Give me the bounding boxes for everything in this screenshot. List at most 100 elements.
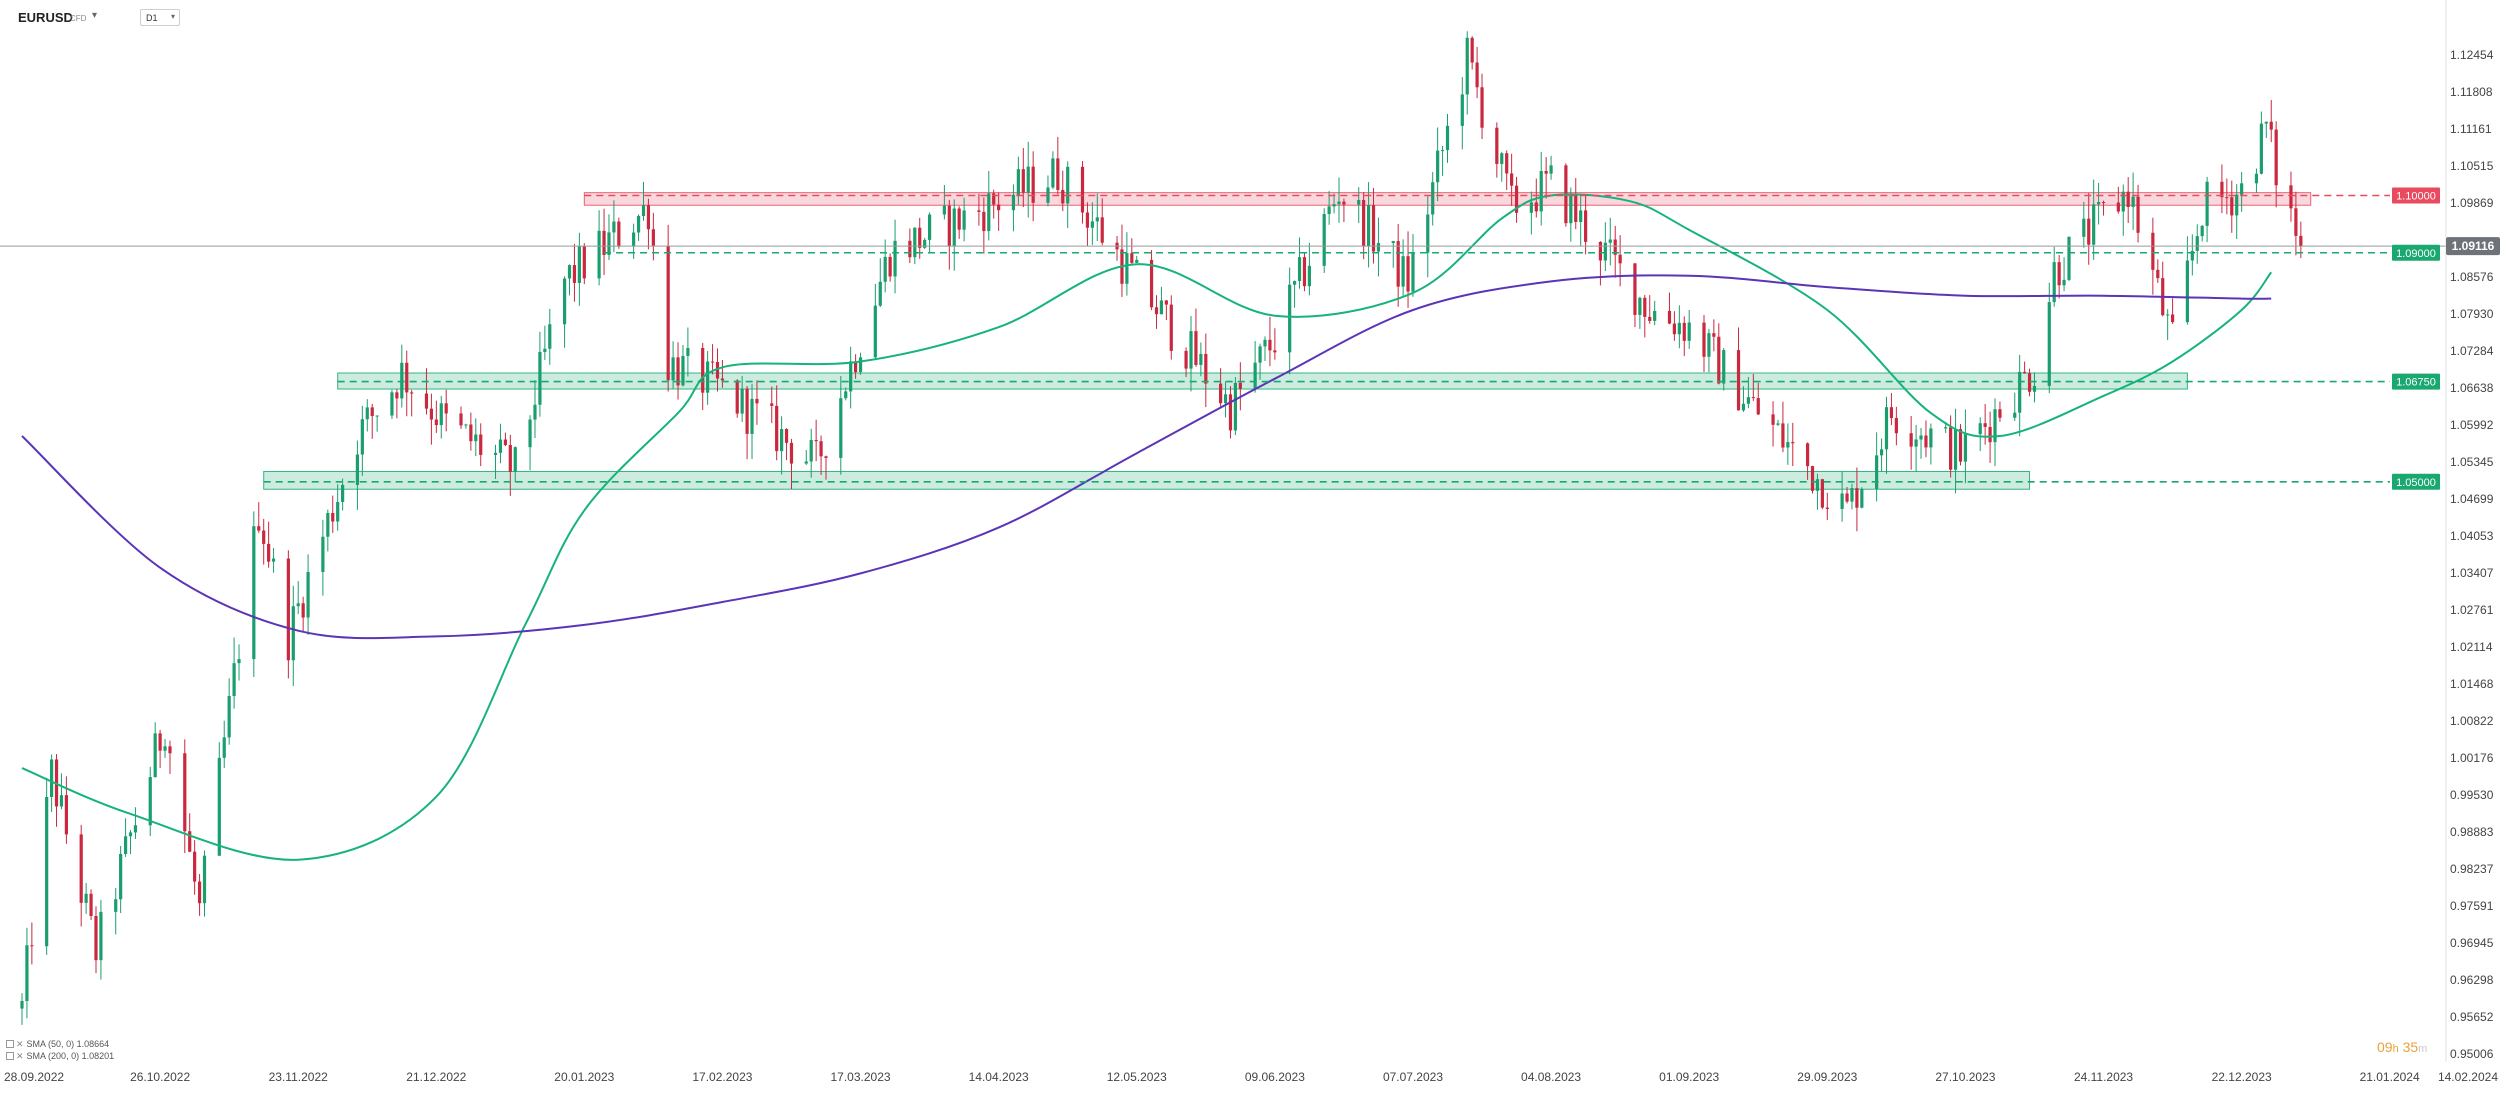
candle-body bbox=[444, 403, 448, 414]
candle-body bbox=[1860, 489, 1864, 508]
candle-body bbox=[360, 419, 364, 455]
timeframe-select[interactable]: D1 ▾ bbox=[140, 9, 180, 26]
symbol-name[interactable]: EURUSD bbox=[18, 10, 73, 25]
candle-body bbox=[326, 512, 330, 537]
candle-body bbox=[1712, 333, 1716, 337]
candle-body bbox=[375, 415, 379, 417]
candle-body bbox=[681, 355, 685, 386]
candle-body bbox=[1707, 333, 1711, 357]
candle-body bbox=[2121, 191, 2125, 212]
candle-body bbox=[701, 348, 705, 393]
candle-body bbox=[493, 452, 498, 455]
candle-body bbox=[197, 881, 202, 904]
candle-body bbox=[257, 526, 261, 531]
candle-body bbox=[2235, 194, 2239, 216]
candle-body bbox=[878, 281, 882, 306]
x-tick-label: 29.09.2023 bbox=[1797, 1070, 1857, 1084]
candle-body bbox=[513, 447, 517, 472]
settings-icon[interactable] bbox=[6, 1052, 14, 1060]
candle-body bbox=[780, 429, 784, 452]
candle-body bbox=[1500, 153, 1504, 164]
candle-body bbox=[617, 221, 621, 247]
x-tick-label: 12.05.2023 bbox=[1107, 1070, 1167, 1084]
price-zones bbox=[263, 192, 2312, 490]
symbol-dropdown-caret-icon[interactable]: ▾ bbox=[92, 10, 98, 21]
level-marker-1.09000: 1.09000 bbox=[2396, 248, 2436, 260]
candle-body bbox=[79, 834, 83, 903]
candle-body bbox=[1549, 165, 1553, 174]
legend-item-sma200[interactable]: ✕ SMA (200, 0) 1.08201 bbox=[6, 1050, 114, 1062]
candle-body bbox=[839, 398, 843, 458]
candle-body bbox=[1978, 423, 1982, 435]
candle-body bbox=[706, 361, 710, 393]
candle-body bbox=[597, 230, 601, 279]
candle-body bbox=[632, 232, 636, 247]
candle-body bbox=[1253, 362, 1257, 389]
candle-body bbox=[1687, 322, 1691, 341]
x-tick-label: 14.04.2023 bbox=[969, 1070, 1029, 1084]
candle-body bbox=[1066, 166, 1070, 204]
candle-body bbox=[1875, 455, 1879, 490]
candle-body bbox=[636, 215, 641, 233]
candle-body bbox=[2185, 260, 2189, 323]
y-tick-label: 1.04053 bbox=[2450, 529, 2494, 543]
legend-label: SMA (200, 0) bbox=[26, 1051, 80, 1061]
candle-body bbox=[720, 378, 725, 381]
candle-body bbox=[1505, 153, 1509, 174]
candle-body bbox=[1021, 169, 1025, 193]
candle-body bbox=[977, 210, 981, 212]
candle-body bbox=[2052, 262, 2056, 303]
x-tick-label: 23.11.2022 bbox=[269, 1070, 328, 1084]
timer-minutes-unit: m bbox=[2418, 1043, 2428, 1055]
level-marker-1.06750: 1.06750 bbox=[2396, 377, 2436, 389]
candle-body bbox=[183, 753, 187, 832]
y-tick-label: 1.09869 bbox=[2450, 196, 2494, 210]
candle-body bbox=[2166, 314, 2170, 316]
y-tick-label: 1.05992 bbox=[2450, 418, 2494, 432]
legend-item-sma50[interactable]: ✕ SMA (50, 0) 1.08664 bbox=[6, 1038, 114, 1050]
candle-body bbox=[1924, 435, 1928, 448]
timeframe-value: D1 bbox=[146, 13, 158, 23]
candle-body bbox=[962, 210, 966, 230]
y-tick-label: 0.96298 bbox=[2450, 973, 2494, 987]
candle-body bbox=[1135, 259, 1139, 263]
candle-body bbox=[1653, 310, 1657, 321]
candle-body bbox=[2205, 181, 2209, 226]
candle-body bbox=[410, 392, 414, 394]
candle-body bbox=[2240, 183, 2244, 195]
candle-body bbox=[1436, 150, 1440, 183]
candle-body bbox=[405, 362, 409, 393]
candle-body bbox=[646, 205, 651, 230]
candle-body bbox=[271, 558, 276, 562]
candle-body bbox=[1154, 307, 1159, 315]
candle-body bbox=[1431, 182, 1435, 215]
y-tick-label: 1.01468 bbox=[2450, 677, 2494, 691]
price-axis[interactable]: 1.12454 1.11808 1.11161 1.10515 1.09869 1.085… bbox=[2445, 0, 2494, 1062]
candle-body bbox=[508, 445, 512, 472]
candle-body bbox=[20, 1000, 24, 1009]
candle-body bbox=[2225, 197, 2229, 199]
candle-body bbox=[927, 214, 932, 240]
candle-body bbox=[1233, 382, 1238, 431]
candle-body bbox=[1051, 158, 1055, 188]
level-marker-1.10000: 1.10000 bbox=[2396, 191, 2436, 203]
settings-icon[interactable] bbox=[6, 1040, 14, 1048]
close-icon[interactable]: ✕ bbox=[16, 1039, 24, 1049]
candle-body bbox=[1919, 435, 1923, 440]
close-icon[interactable]: ✕ bbox=[16, 1051, 24, 1061]
candle-body bbox=[2092, 204, 2096, 245]
y-tick-label: 1.00176 bbox=[2450, 751, 2494, 765]
candle-body bbox=[923, 239, 927, 248]
candle-body bbox=[114, 899, 118, 912]
x-tick-label: 17.02.2023 bbox=[692, 1070, 752, 1084]
candle-body bbox=[538, 351, 542, 405]
candle-body bbox=[252, 526, 256, 660]
y-tick-label: 0.96945 bbox=[2450, 936, 2494, 950]
candle-body bbox=[824, 456, 828, 458]
candle-body bbox=[1223, 394, 1228, 404]
candle-body bbox=[1539, 170, 1543, 212]
time-axis[interactable]: 28.09.2022 26.10.2022 23.11.2022 21.12.2022… bbox=[4, 1070, 2498, 1084]
candle-body bbox=[1791, 442, 1795, 444]
candle-body bbox=[1953, 429, 1958, 470]
